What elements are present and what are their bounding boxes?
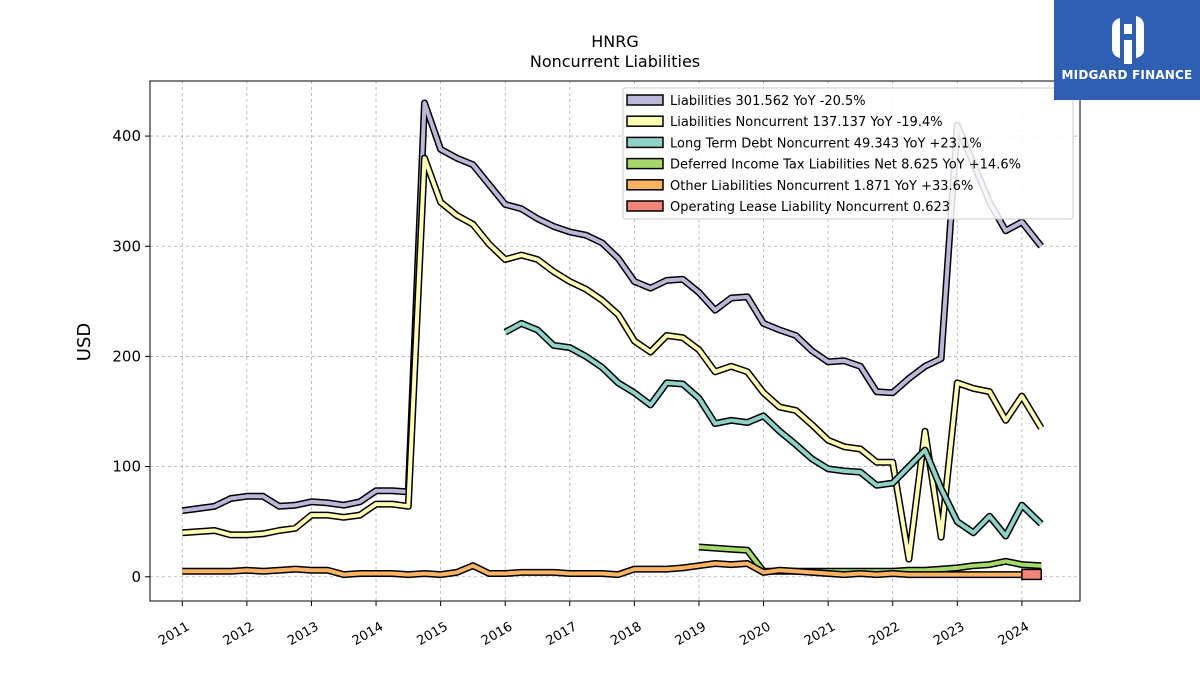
legend-swatch — [626, 115, 664, 127]
y-tick-label: 400 — [112, 127, 141, 145]
midgard-logo: MIDGARD FINANCE — [1054, 0, 1200, 100]
y-tick-label: 100 — [112, 458, 141, 476]
x-tick-label: 2021 — [802, 619, 838, 649]
series-line-fill — [182, 101, 1043, 513]
midgard-logo-icon — [1112, 16, 1144, 64]
legend-swatch — [626, 136, 664, 149]
chart-subtitle: Noncurrent Liabilities — [530, 52, 700, 71]
x-tick-label: 2022 — [867, 619, 903, 649]
series-liabilities — [181, 99, 1044, 515]
y-axis-label: USD — [74, 323, 95, 361]
series-group — [181, 99, 1045, 581]
x-tick-label: 2012 — [221, 619, 257, 649]
x-tick-label: 2014 — [350, 619, 386, 649]
legend-box — [622, 87, 1074, 220]
x-tick-label: 2019 — [673, 619, 709, 649]
series-line-fill — [504, 321, 1043, 538]
legend-swatch — [626, 94, 664, 106]
x-tick-label: 2023 — [931, 619, 967, 649]
series-line-fill — [1021, 568, 1042, 581]
legend-swatch — [626, 157, 664, 170]
y-tick-label: 200 — [112, 347, 141, 365]
series-long-term-debt-noncurrent — [503, 319, 1044, 540]
y-tick-label: 0 — [131, 568, 141, 586]
series-operating-lease-liability-noncurrent — [1021, 568, 1042, 581]
x-tick-label: 2015 — [414, 619, 450, 649]
series-line-fill — [182, 561, 1042, 577]
legend-entry: Other Liabilities Noncurrent 1.871 YoY +… — [670, 179, 973, 194]
series-other-liabilities-noncurrent — [182, 560, 1042, 579]
x-tick-label: 2017 — [544, 619, 580, 649]
plot-frame — [149, 80, 1081, 602]
legend-entry: Long Term Debt Noncurrent 49.343 YoY +23… — [670, 136, 982, 151]
y-tick-label: 300 — [112, 237, 141, 255]
legend-entry: Liabilities 301.562 YoY -20.5% — [670, 94, 866, 109]
x-tick-label: 2024 — [996, 619, 1032, 649]
x-tick-label: 2013 — [285, 619, 321, 649]
chart-title: HNRG — [591, 32, 639, 51]
x-tick-label: 2020 — [737, 619, 773, 649]
logo-text: MIDGARD FINANCE — [1061, 68, 1193, 82]
x-tick-label: 2016 — [479, 619, 515, 649]
x-tick-label: 2011 — [156, 619, 192, 649]
legend-entry: Deferred Income Tax Liabilities Net 8.62… — [670, 158, 1021, 173]
legend-entry: Operating Lease Liability Noncurrent 0.6… — [670, 200, 950, 215]
x-tick-label: 2018 — [608, 619, 644, 649]
legend: Liabilities 301.562 YoY -20.5% Liabilitie… — [622, 87, 1074, 220]
legend-swatch — [626, 200, 664, 212]
legend-entry: Liabilities Noncurrent 137.137 YoY -19.4… — [670, 115, 943, 130]
legend-swatch — [626, 179, 664, 191]
